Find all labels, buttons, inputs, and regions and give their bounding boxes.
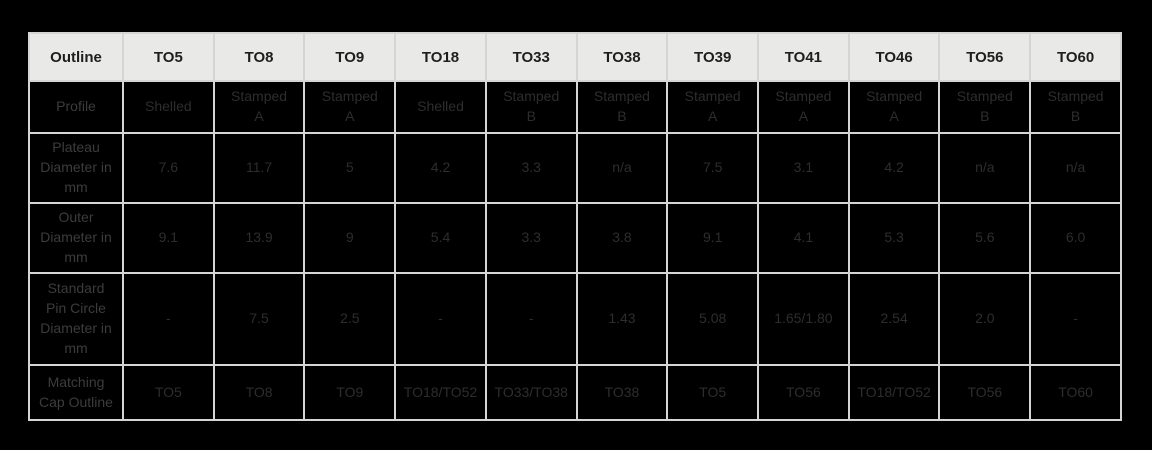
- data-cell: TO38: [575, 364, 669, 421]
- table-row: Matching Cap Outline TO5 TO8 TO9 TO18/TO52 TO…: [28, 364, 1122, 421]
- table-header-row: Outline TO5 TO8 TO9 TO18 TO33 TO38 TO39 TO41 TO46…: [28, 32, 1122, 82]
- data-cell: 4.2: [394, 132, 487, 204]
- data-cell: 9.1: [122, 202, 215, 274]
- data-cell: TO60: [1029, 364, 1122, 421]
- data-cell: -: [122, 272, 215, 366]
- column-header: TO60: [1029, 32, 1122, 82]
- data-cell: TO18/TO52: [847, 364, 941, 421]
- data-cell: TO5: [122, 364, 215, 421]
- data-cell: Stamped A: [757, 80, 850, 134]
- data-cell: 2.54: [847, 272, 941, 366]
- data-cell: 9: [303, 202, 397, 274]
- row-label: Standard Pin Circle Diameter in mm: [28, 272, 124, 366]
- column-header: TO56: [938, 32, 1032, 82]
- row-label: Plateau Diameter in mm: [28, 132, 124, 204]
- data-cell: 5.6: [938, 202, 1032, 274]
- data-cell: 4.2: [847, 132, 941, 204]
- column-header: TO8: [212, 32, 306, 82]
- data-cell: Stamped B: [1029, 80, 1122, 134]
- column-header: TO38: [575, 32, 669, 82]
- column-header: TO18: [394, 32, 487, 82]
- data-cell: 9.1: [666, 202, 760, 274]
- data-cell: Stamped B: [938, 80, 1032, 134]
- data-cell: Stamped A: [303, 80, 397, 134]
- column-header: TO5: [122, 32, 215, 82]
- data-cell: 5.4: [394, 202, 487, 274]
- row-label: Outer Diameter in mm: [28, 202, 124, 274]
- data-cell: 13.9: [212, 202, 306, 274]
- data-cell: 3.3: [484, 132, 578, 204]
- data-cell: n/a: [575, 132, 669, 204]
- data-cell: TO56: [938, 364, 1032, 421]
- column-header: TO39: [666, 32, 760, 82]
- data-cell: Stamped A: [847, 80, 941, 134]
- data-cell: 6.0: [1029, 202, 1122, 274]
- data-cell: Shelled: [394, 80, 487, 134]
- data-cell: TO33/TO38: [484, 364, 578, 421]
- data-cell: 4.1: [757, 202, 850, 274]
- data-cell: Stamped A: [212, 80, 306, 134]
- table-row: Outer Diameter in mm 9.1 13.9 9 5.4 3.3 3.8 9.1…: [28, 202, 1122, 274]
- data-cell: TO5: [666, 364, 760, 421]
- data-cell: Stamped A: [666, 80, 760, 134]
- data-cell: 5.3: [847, 202, 941, 274]
- data-cell: 1.65/1.80: [757, 272, 850, 366]
- data-cell: TO8: [212, 364, 306, 421]
- to-package-outline-table: Outline TO5 TO8 TO9 TO18 TO33 TO38 TO39 TO41 TO46…: [28, 32, 1122, 421]
- data-cell: 7.6: [122, 132, 215, 204]
- data-cell: TO56: [757, 364, 850, 421]
- data-cell: Shelled: [122, 80, 215, 134]
- data-cell: 2.5: [303, 272, 397, 366]
- data-cell: 5.08: [666, 272, 760, 366]
- data-cell: 3.8: [575, 202, 669, 274]
- column-header: TO9: [303, 32, 397, 82]
- row-label: Matching Cap Outline: [28, 364, 124, 421]
- data-cell: 2.0: [938, 272, 1032, 366]
- table-row: Plateau Diameter in mm 7.6 11.7 5 4.2 3.3 n/a 7…: [28, 132, 1122, 204]
- table-row: Standard Pin Circle Diameter in mm -7.5 2.…: [28, 272, 1122, 366]
- data-cell: 3.3: [484, 202, 578, 274]
- data-cell: -: [1029, 272, 1122, 366]
- data-cell: TO9: [303, 364, 397, 421]
- row-label: Profile: [28, 80, 124, 134]
- data-cell: n/a: [938, 132, 1032, 204]
- data-cell: Stamped B: [484, 80, 578, 134]
- data-cell: 11.7: [212, 132, 306, 204]
- column-header: TO41: [757, 32, 850, 82]
- data-cell: 1.43: [575, 272, 669, 366]
- data-cell: Stamped B: [575, 80, 669, 134]
- data-cell: 7.5: [666, 132, 760, 204]
- corner-header-outline: Outline: [28, 32, 124, 82]
- table-row: Profile Shelled Stamped A Stamped A Shelled S…: [28, 80, 1122, 134]
- data-cell: 7.5: [212, 272, 306, 366]
- data-cell: -: [484, 272, 578, 366]
- data-cell: TO18/TO52: [394, 364, 487, 421]
- data-cell: 3.1: [757, 132, 850, 204]
- data-cell: -: [394, 272, 487, 366]
- column-header: TO46: [847, 32, 941, 82]
- column-header: TO33: [484, 32, 578, 82]
- data-cell: n/a: [1029, 132, 1122, 204]
- data-cell: 5: [303, 132, 397, 204]
